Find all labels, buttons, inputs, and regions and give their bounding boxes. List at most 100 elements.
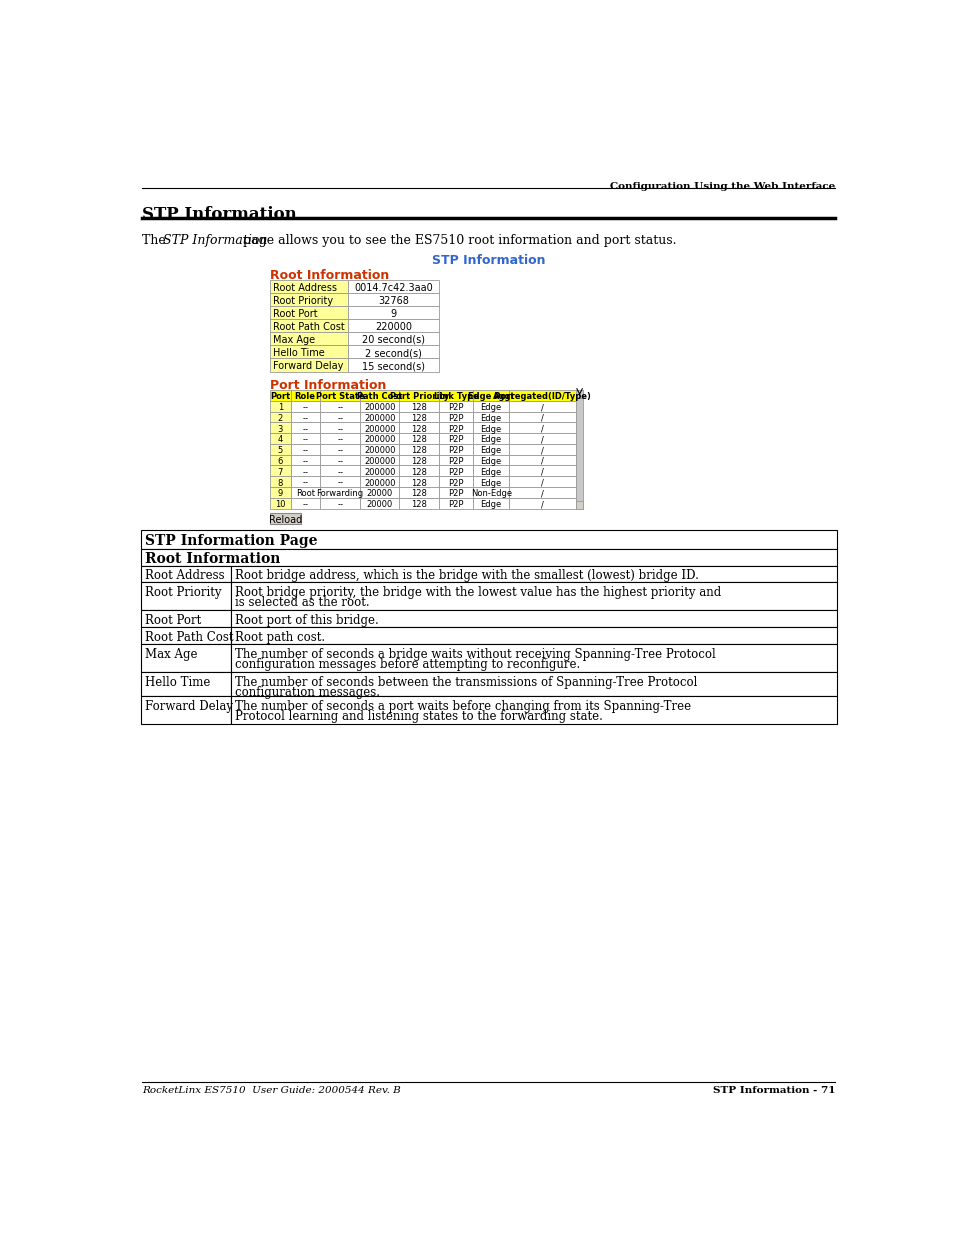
Text: 7: 7 — [277, 468, 283, 477]
Bar — [360, 390, 398, 401]
Bar — [270, 433, 291, 443]
Bar — [473, 477, 509, 487]
Bar — [319, 477, 360, 487]
Bar — [439, 498, 473, 509]
Bar — [348, 346, 439, 358]
Bar — [141, 530, 836, 548]
Text: RocketLinx ES7510  User Guide: 2000544 Rev. B: RocketLinx ES7510 User Guide: 2000544 Re… — [142, 1086, 401, 1095]
Bar — [319, 411, 360, 422]
Bar — [270, 306, 348, 319]
Bar — [509, 422, 575, 433]
Bar — [291, 454, 319, 466]
Text: --: -- — [336, 425, 343, 433]
Bar — [473, 390, 509, 401]
Bar — [398, 401, 439, 411]
Text: Hello Time: Hello Time — [145, 676, 210, 689]
Text: Root Path Cost: Root Path Cost — [273, 322, 344, 332]
Text: Edge: Edge — [480, 478, 501, 488]
Bar — [360, 487, 398, 498]
Text: Reload: Reload — [269, 515, 302, 525]
Bar — [291, 443, 319, 454]
Text: Port Priority: Port Priority — [389, 393, 448, 401]
Text: /: / — [540, 457, 543, 466]
Text: 128: 128 — [411, 457, 427, 466]
Bar — [360, 422, 398, 433]
Bar — [509, 411, 575, 422]
Text: P2P: P2P — [448, 414, 464, 422]
Bar — [348, 332, 439, 346]
Text: Port Information: Port Information — [270, 379, 386, 393]
Text: is selected as the root.: is selected as the root. — [234, 597, 369, 609]
Text: P2P: P2P — [448, 489, 464, 498]
Text: STP Information: STP Information — [142, 206, 297, 224]
Bar — [270, 280, 348, 293]
Text: P2P: P2P — [448, 500, 464, 509]
Text: 200000: 200000 — [363, 425, 395, 433]
Text: /: / — [540, 500, 543, 509]
Text: 200000: 200000 — [363, 468, 395, 477]
Text: --: -- — [336, 436, 343, 445]
Text: --: -- — [302, 446, 308, 456]
Text: Root: Root — [295, 489, 314, 498]
Bar — [291, 477, 319, 487]
Text: 2: 2 — [277, 414, 283, 422]
Text: Root Address: Root Address — [145, 569, 224, 583]
Text: 128: 128 — [411, 436, 427, 445]
Text: /: / — [540, 414, 543, 422]
Text: 128: 128 — [411, 414, 427, 422]
Bar — [348, 319, 439, 332]
Text: Root Address: Root Address — [273, 283, 336, 293]
Bar — [398, 466, 439, 477]
Text: Non-Edge: Non-Edge — [470, 489, 511, 498]
Bar — [319, 422, 360, 433]
Bar — [398, 477, 439, 487]
Text: 9: 9 — [390, 309, 396, 319]
Text: 10: 10 — [274, 500, 285, 509]
Bar — [270, 487, 291, 498]
Text: 2 second(s): 2 second(s) — [365, 348, 421, 358]
Bar — [473, 454, 509, 466]
Bar — [141, 697, 231, 724]
Text: 200000: 200000 — [363, 457, 395, 466]
Bar — [319, 466, 360, 477]
Bar — [509, 477, 575, 487]
Bar — [319, 487, 360, 498]
Bar — [439, 390, 473, 401]
Text: --: -- — [336, 403, 343, 412]
Text: STP Information - 71: STP Information - 71 — [712, 1086, 835, 1095]
Text: Root Port: Root Port — [273, 309, 317, 319]
Text: 128: 128 — [411, 468, 427, 477]
Bar — [231, 566, 836, 583]
Bar — [473, 443, 509, 454]
Text: page allows you to see the ES7510 root information and port status.: page allows you to see the ES7510 root i… — [239, 235, 677, 247]
Bar — [270, 454, 291, 466]
Text: --: -- — [302, 457, 308, 466]
Text: Root bridge priority, the bridge with the lowest value has the highest priority : Root bridge priority, the bridge with th… — [234, 587, 720, 599]
Text: Port: Port — [270, 393, 291, 401]
Bar — [231, 610, 836, 627]
Bar — [291, 422, 319, 433]
Bar — [575, 390, 583, 509]
Bar — [439, 477, 473, 487]
Bar — [398, 454, 439, 466]
Text: 5: 5 — [277, 446, 283, 456]
Bar — [319, 443, 360, 454]
Bar — [141, 672, 231, 697]
Text: 128: 128 — [411, 478, 427, 488]
Bar — [360, 401, 398, 411]
Bar — [270, 346, 348, 358]
Text: Edge: Edge — [480, 425, 501, 433]
Text: --: -- — [302, 478, 308, 488]
Text: P2P: P2P — [448, 403, 464, 412]
Text: 15 second(s): 15 second(s) — [362, 361, 425, 370]
Text: 128: 128 — [411, 425, 427, 433]
Bar — [473, 466, 509, 477]
Bar — [270, 293, 348, 306]
Bar — [291, 433, 319, 443]
Text: /: / — [540, 489, 543, 498]
Bar — [473, 498, 509, 509]
Text: 1: 1 — [277, 403, 283, 412]
Text: P2P: P2P — [448, 457, 464, 466]
Text: Edge: Edge — [480, 436, 501, 445]
Bar — [398, 443, 439, 454]
